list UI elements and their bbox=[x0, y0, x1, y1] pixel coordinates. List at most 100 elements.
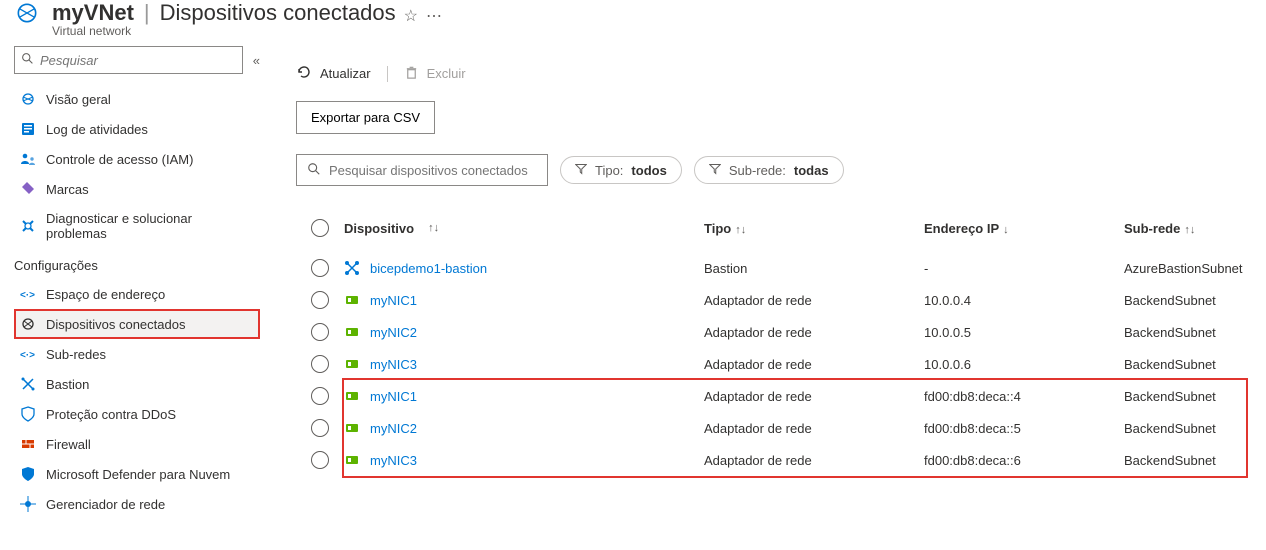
refresh-label: Atualizar bbox=[320, 66, 371, 81]
column-header-subnet[interactable]: Sub-rede↑↓ bbox=[1124, 221, 1250, 236]
iam-icon bbox=[20, 151, 36, 167]
device-link[interactable]: myNIC2 bbox=[370, 325, 417, 340]
row-radio[interactable] bbox=[311, 291, 329, 309]
row-radio[interactable] bbox=[311, 259, 329, 277]
cell-type: Adaptador de rede bbox=[704, 453, 924, 468]
sidebar-section-settings: Configurações bbox=[14, 248, 260, 279]
address-space-icon: <·> bbox=[20, 286, 36, 302]
sidebar-item-iam[interactable]: Controle de acesso (IAM) bbox=[14, 144, 260, 174]
row-radio[interactable] bbox=[311, 323, 329, 341]
sidebar-item-bastion[interactable]: Bastion bbox=[14, 369, 260, 399]
row-radio[interactable] bbox=[311, 419, 329, 437]
cell-subnet: BackendSubnet bbox=[1124, 389, 1250, 404]
filter-subnet-value: todas bbox=[794, 163, 829, 178]
sidebar-item-address-space[interactable]: <·> Espaço de endereço bbox=[14, 279, 260, 309]
diagnose-icon bbox=[20, 218, 36, 234]
sidebar-item-label: Diagnosticar e solucionar problemas bbox=[46, 211, 254, 241]
cell-ip: 10.0.0.4 bbox=[924, 293, 1124, 308]
select-all-radio[interactable] bbox=[311, 219, 329, 237]
device-link[interactable]: myNIC2 bbox=[370, 421, 417, 436]
row-radio[interactable] bbox=[311, 387, 329, 405]
sidebar-item-subnets[interactable]: <·> Sub-redes bbox=[14, 339, 260, 369]
table-row[interactable]: myNIC3Adaptador de redefd00:db8:deca::6B… bbox=[296, 444, 1250, 476]
nic-icon bbox=[344, 388, 360, 404]
cell-subnet: BackendSubnet bbox=[1124, 453, 1250, 468]
cell-type: Bastion bbox=[704, 261, 924, 276]
cell-ip: fd00:db8:deca::5 bbox=[924, 421, 1124, 436]
sidebar-item-ddos[interactable]: Proteção contra DDoS bbox=[14, 399, 260, 429]
refresh-button[interactable]: Atualizar bbox=[296, 64, 371, 83]
cell-type: Adaptador de rede bbox=[704, 421, 924, 436]
sidebar-item-label: Gerenciador de rede bbox=[46, 497, 165, 512]
table-row[interactable]: bicepdemo1-bastionBastion-AzureBastionSu… bbox=[296, 252, 1250, 284]
favorite-icon[interactable]: ☆ bbox=[404, 0, 418, 26]
table-row[interactable]: myNIC1 Adaptador de rede10.0.0.4BackendSu… bbox=[296, 284, 1250, 316]
sidebar-item-activity-log[interactable]: Log de atividades bbox=[14, 114, 260, 144]
row-radio[interactable] bbox=[311, 451, 329, 469]
sidebar-item-diagnose[interactable]: Diagnosticar e solucionar problemas bbox=[14, 204, 260, 248]
resource-type: Virtual network bbox=[52, 24, 442, 38]
filter-type-label: Tipo: bbox=[595, 163, 623, 178]
sidebar-search[interactable] bbox=[14, 46, 243, 74]
cell-subnet: BackendSubnet bbox=[1124, 357, 1250, 372]
delete-button: Excluir bbox=[404, 65, 466, 83]
sidebar-item-label: Espaço de endereço bbox=[46, 287, 165, 302]
delete-icon bbox=[404, 65, 419, 83]
filter-subnet[interactable]: Sub-rede: todas bbox=[694, 156, 844, 184]
cell-ip: 10.0.0.5 bbox=[924, 325, 1124, 340]
sidebar-item-label: Bastion bbox=[46, 377, 89, 392]
nic-icon bbox=[344, 452, 360, 468]
main-content: Atualizar Excluir Exportar para CSV Tipo… bbox=[260, 46, 1266, 519]
device-link[interactable]: myNIC3 bbox=[370, 357, 417, 372]
cell-subnet: BackendSubnet bbox=[1124, 293, 1250, 308]
sidebar-item-firewall[interactable]: Firewall bbox=[14, 429, 260, 459]
device-search-input[interactable] bbox=[329, 163, 537, 178]
cell-subnet: BackendSubnet bbox=[1124, 325, 1250, 340]
row-radio[interactable] bbox=[311, 355, 329, 373]
filter-type-value: todos bbox=[631, 163, 666, 178]
column-header-device[interactable]: Dispositivo↑↓ bbox=[344, 221, 704, 236]
table-row[interactable]: myNIC3 Adaptador de rede10.0.0.6BackendSu… bbox=[296, 348, 1250, 380]
table-row[interactable]: myNIC2Adaptador de redefd00:db8:deca::5B… bbox=[296, 412, 1250, 444]
device-link[interactable]: bicepdemo1-bastion bbox=[370, 261, 487, 276]
device-link[interactable]: myNIC3 bbox=[370, 453, 417, 468]
sidebar-item-label: Marcas bbox=[46, 182, 89, 197]
defender-icon bbox=[20, 466, 36, 482]
filter-icon bbox=[575, 163, 587, 178]
cell-ip: - bbox=[924, 261, 1124, 276]
column-header-ip[interactable]: Endereço IP↓ bbox=[924, 221, 1124, 236]
table-row[interactable]: myNIC1Adaptador de redefd00:db8:deca::4B… bbox=[296, 380, 1250, 412]
more-icon[interactable]: ⋯ bbox=[426, 0, 442, 26]
table-row[interactable]: myNIC2Adaptador de rede10.0.0.5BackendSu… bbox=[296, 316, 1250, 348]
subnets-icon: <·> bbox=[20, 346, 36, 362]
filter-subnet-label: Sub-rede: bbox=[729, 163, 786, 178]
refresh-icon bbox=[296, 64, 312, 83]
sort-icon: ↑↓ bbox=[735, 224, 746, 236]
sidebar-item-tags[interactable]: Marcas bbox=[14, 174, 260, 204]
sidebar-item-connected-devices[interactable]: Dispositivos conectados bbox=[14, 309, 260, 339]
export-csv-button[interactable]: Exportar para CSV bbox=[296, 101, 435, 134]
sidebar-item-overview[interactable]: Visão geral bbox=[14, 84, 260, 114]
sidebar-item-defender[interactable]: Microsoft Defender para Nuvem bbox=[14, 459, 260, 489]
collapse-sidebar-icon[interactable]: « bbox=[253, 53, 260, 68]
sidebar-search-input[interactable] bbox=[40, 53, 236, 68]
svg-text:<·>: <·> bbox=[20, 350, 35, 361]
sidebar-item-label: Log de atividades bbox=[46, 122, 148, 137]
cell-ip: 10.0.0.6 bbox=[924, 357, 1124, 372]
device-search[interactable] bbox=[296, 154, 548, 186]
device-link[interactable]: myNIC1 bbox=[370, 293, 417, 308]
vnet-icon bbox=[14, 0, 40, 29]
sort-icon: ↓ bbox=[1003, 224, 1009, 236]
cell-type: Adaptador de rede bbox=[704, 357, 924, 372]
sidebar-item-network-manager[interactable]: Gerenciador de rede bbox=[14, 489, 260, 519]
cell-type: Adaptador de rede bbox=[704, 293, 924, 308]
connected-devices-icon bbox=[20, 316, 36, 332]
device-link[interactable]: myNIC1 bbox=[370, 389, 417, 404]
sidebar-item-label: Dispositivos conectados bbox=[46, 317, 185, 332]
delete-label: Excluir bbox=[427, 66, 466, 81]
column-header-type[interactable]: Tipo↑↓ bbox=[704, 221, 924, 236]
filter-type[interactable]: Tipo: todos bbox=[560, 156, 682, 184]
table-header: Dispositivo↑↓ Tipo↑↓ Endereço IP↓ Sub-re… bbox=[296, 212, 1250, 244]
ddos-icon bbox=[20, 406, 36, 422]
tags-icon bbox=[20, 181, 36, 197]
